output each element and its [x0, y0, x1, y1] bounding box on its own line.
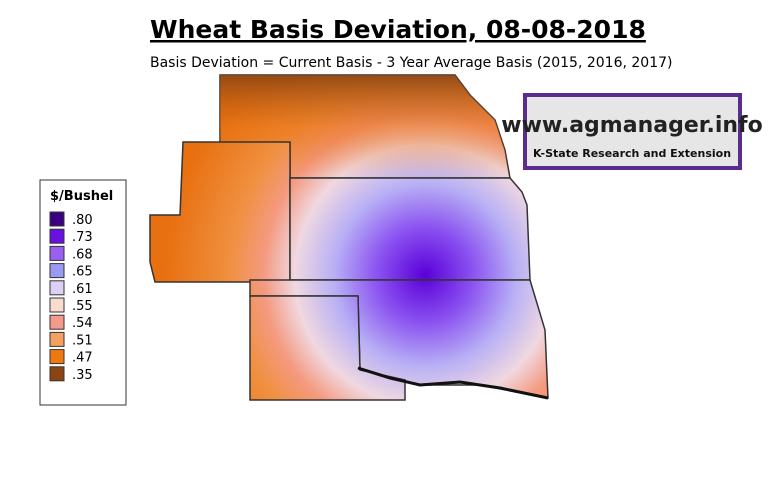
- legend-swatch: [49, 211, 65, 227]
- legend: $/Bushel .80 .73 .68 .65 .61 .55 .54 .51 .47 .35: [39, 179, 127, 406]
- legend-swatch: [49, 314, 65, 330]
- logo: www.agmanager.info K-State Research and …: [501, 93, 763, 170]
- legend-label: .61: [72, 282, 93, 297]
- legend-label: .47: [72, 351, 93, 366]
- map: [149, 74, 549, 401]
- legend-swatch: [49, 331, 65, 347]
- logo-org: K-State Research and Extension: [533, 147, 731, 160]
- legend-label: .68: [72, 247, 93, 262]
- subtitle: Basis Deviation = Current Basis - 3 Year…: [150, 55, 672, 71]
- title: Wheat Basis Deviation, 08-08-2018: [150, 15, 646, 44]
- legend-swatch: [49, 263, 65, 279]
- legend-swatch: [49, 280, 65, 296]
- legend-swatch: [49, 366, 65, 382]
- legend-label: .51: [72, 333, 93, 348]
- logo-url: www.agmanager.info: [501, 113, 762, 138]
- legend-label: .55: [72, 299, 93, 314]
- kansas: [289, 177, 531, 281]
- legend-title: $/Bushel: [50, 189, 113, 204]
- legend-label: .80: [72, 213, 93, 228]
- legend-swatch: [49, 228, 65, 244]
- colorado: [149, 141, 291, 283]
- legend-swatch: [49, 349, 65, 365]
- legend-label: .54: [72, 316, 93, 331]
- legend-swatch: [49, 297, 65, 313]
- legend-label: .65: [72, 265, 93, 280]
- legend-swatch: [49, 245, 65, 261]
- legend-label: .73: [72, 230, 93, 245]
- red-river: [357, 366, 549, 400]
- nebraska-shade: [220, 75, 510, 178]
- logo-box: [523, 93, 742, 170]
- legend-label: .35: [72, 368, 93, 383]
